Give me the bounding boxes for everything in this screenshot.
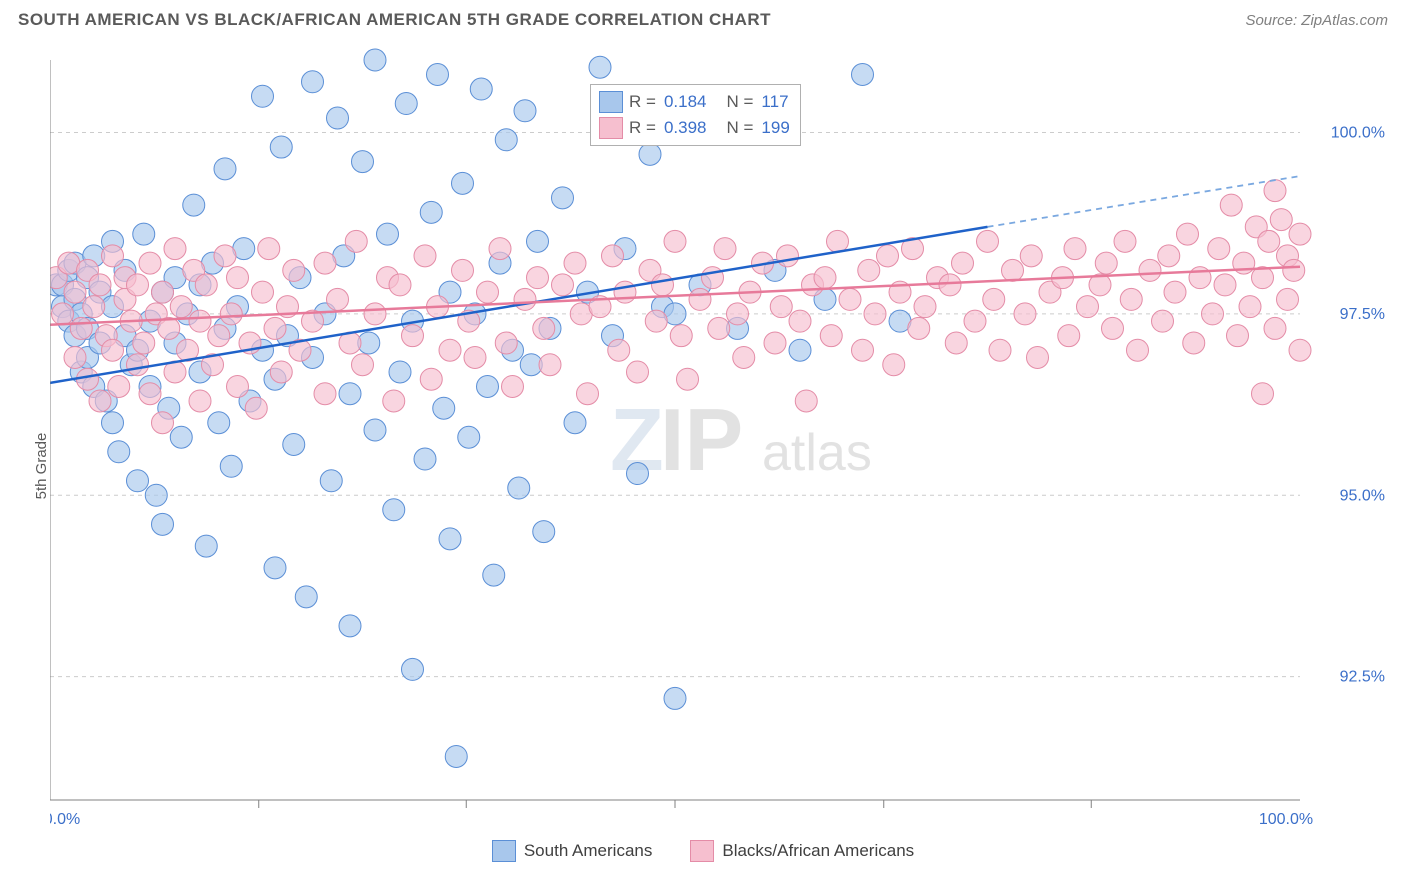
blue-r-value: 0.184 bbox=[662, 92, 709, 112]
chart-title: SOUTH AMERICAN VS BLACK/AFRICAN AMERICAN… bbox=[18, 10, 771, 30]
r-label-2: R = bbox=[629, 118, 656, 138]
n-label: N = bbox=[726, 92, 753, 112]
legend-item-pink: Blacks/African Americans bbox=[690, 840, 914, 862]
pink-n-value: 199 bbox=[759, 118, 791, 138]
y-axis-label: 5th Grade bbox=[33, 433, 50, 500]
scatter-plot: Z IP atlas 100.0%97.5%95.0%92.5%0.0%100.… bbox=[50, 40, 1390, 830]
legend-item-blue: South Americans bbox=[492, 840, 653, 862]
svg-text:100.0%: 100.0% bbox=[1259, 811, 1313, 828]
correlation-legend: R = 0.184 N = 117 R = 0.398 N = 199 bbox=[590, 84, 801, 146]
legend-pink-label: Blacks/African Americans bbox=[722, 841, 914, 861]
svg-text:95.0%: 95.0% bbox=[1340, 487, 1385, 504]
legend-row-pink: R = 0.398 N = 199 bbox=[599, 115, 792, 141]
swatch-pink-icon bbox=[690, 840, 714, 862]
chart-source: Source: ZipAtlas.com bbox=[1245, 12, 1388, 29]
swatch-pink-icon bbox=[599, 117, 623, 139]
svg-text:0.0%: 0.0% bbox=[50, 811, 80, 828]
watermark-atlas: atlas bbox=[762, 424, 872, 482]
swatch-blue-icon bbox=[492, 840, 516, 862]
pink-r-value: 0.398 bbox=[662, 118, 709, 138]
chart-header: SOUTH AMERICAN VS BLACK/AFRICAN AMERICAN… bbox=[0, 0, 1406, 38]
legend-blue-label: South Americans bbox=[524, 841, 653, 861]
r-label: R = bbox=[629, 92, 656, 112]
chart-container: 5th Grade Z IP atlas 100.0%97.5%95.0%92.… bbox=[0, 40, 1406, 892]
series-legend: South Americans Blacks/African Americans bbox=[0, 840, 1406, 862]
svg-text:97.5%: 97.5% bbox=[1340, 306, 1385, 323]
watermark-ip: IP bbox=[660, 390, 743, 489]
svg-text:100.0%: 100.0% bbox=[1331, 125, 1385, 142]
blue-n-value: 117 bbox=[759, 92, 790, 112]
swatch-blue-icon bbox=[599, 91, 623, 113]
legend-row-blue: R = 0.184 N = 117 bbox=[599, 89, 792, 115]
svg-text:92.5%: 92.5% bbox=[1340, 669, 1385, 686]
n-label-2: N = bbox=[726, 118, 753, 138]
